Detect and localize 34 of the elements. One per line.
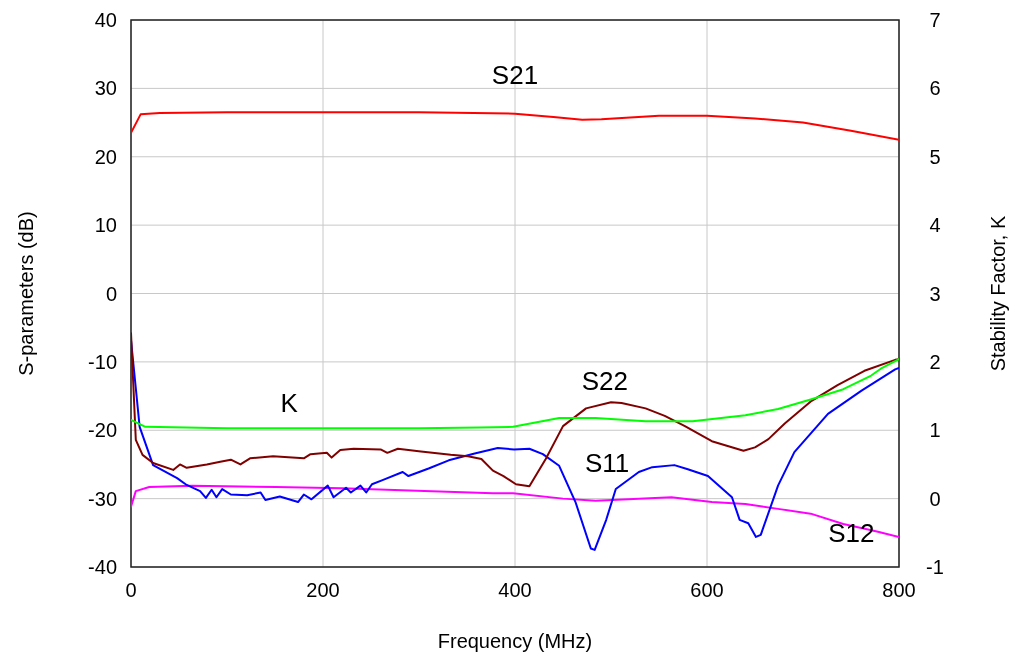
y2-tick-label: 4 bbox=[929, 214, 941, 237]
y-tick-label: -30 bbox=[88, 487, 117, 510]
x-tick-label: 200 bbox=[306, 579, 340, 601]
y2-tick-label: 2 bbox=[929, 350, 941, 373]
y2-tick-label: 5 bbox=[929, 145, 941, 168]
line-series bbox=[131, 111, 899, 141]
y-axis-title: S-parameters (dB) bbox=[15, 211, 37, 376]
series-label: S11 bbox=[584, 448, 630, 479]
y2-tick-label: 6 bbox=[929, 77, 941, 100]
y2-tick-label: 7 bbox=[929, 9, 941, 31]
y-tick-label: -20 bbox=[88, 419, 117, 442]
line-series bbox=[131, 332, 899, 488]
y2-tick-label: 1 bbox=[929, 419, 941, 442]
y2-tick-label: 0 bbox=[929, 487, 941, 510]
y-tick-label: 20 bbox=[94, 145, 117, 168]
y2-tick-label: 3 bbox=[929, 282, 941, 305]
line-series bbox=[131, 358, 899, 430]
x-tick-label: 800 bbox=[882, 579, 916, 601]
x-tick-label: 600 bbox=[690, 579, 724, 601]
y-tick-label: 40 bbox=[94, 9, 117, 31]
series-label: S22 bbox=[581, 366, 628, 397]
x-tick-label: 400 bbox=[498, 579, 532, 601]
y2-tick-label: -1 bbox=[926, 556, 944, 578]
series-label: S21 bbox=[491, 59, 539, 90]
y-tick-label: -10 bbox=[88, 350, 117, 373]
series-label: K bbox=[280, 388, 299, 418]
x-axis-title: Frequency (MHz) bbox=[437, 630, 593, 652]
y2-axis-title: Stability Factor, K bbox=[987, 215, 1009, 372]
series-label: S12 bbox=[828, 518, 875, 549]
x-tick-label: 0 bbox=[125, 579, 137, 601]
y-tick-label: 30 bbox=[94, 77, 117, 100]
y-tick-label: 0 bbox=[105, 282, 117, 305]
y-tick-label: -40 bbox=[88, 556, 117, 578]
y-tick-label: 10 bbox=[94, 214, 117, 237]
